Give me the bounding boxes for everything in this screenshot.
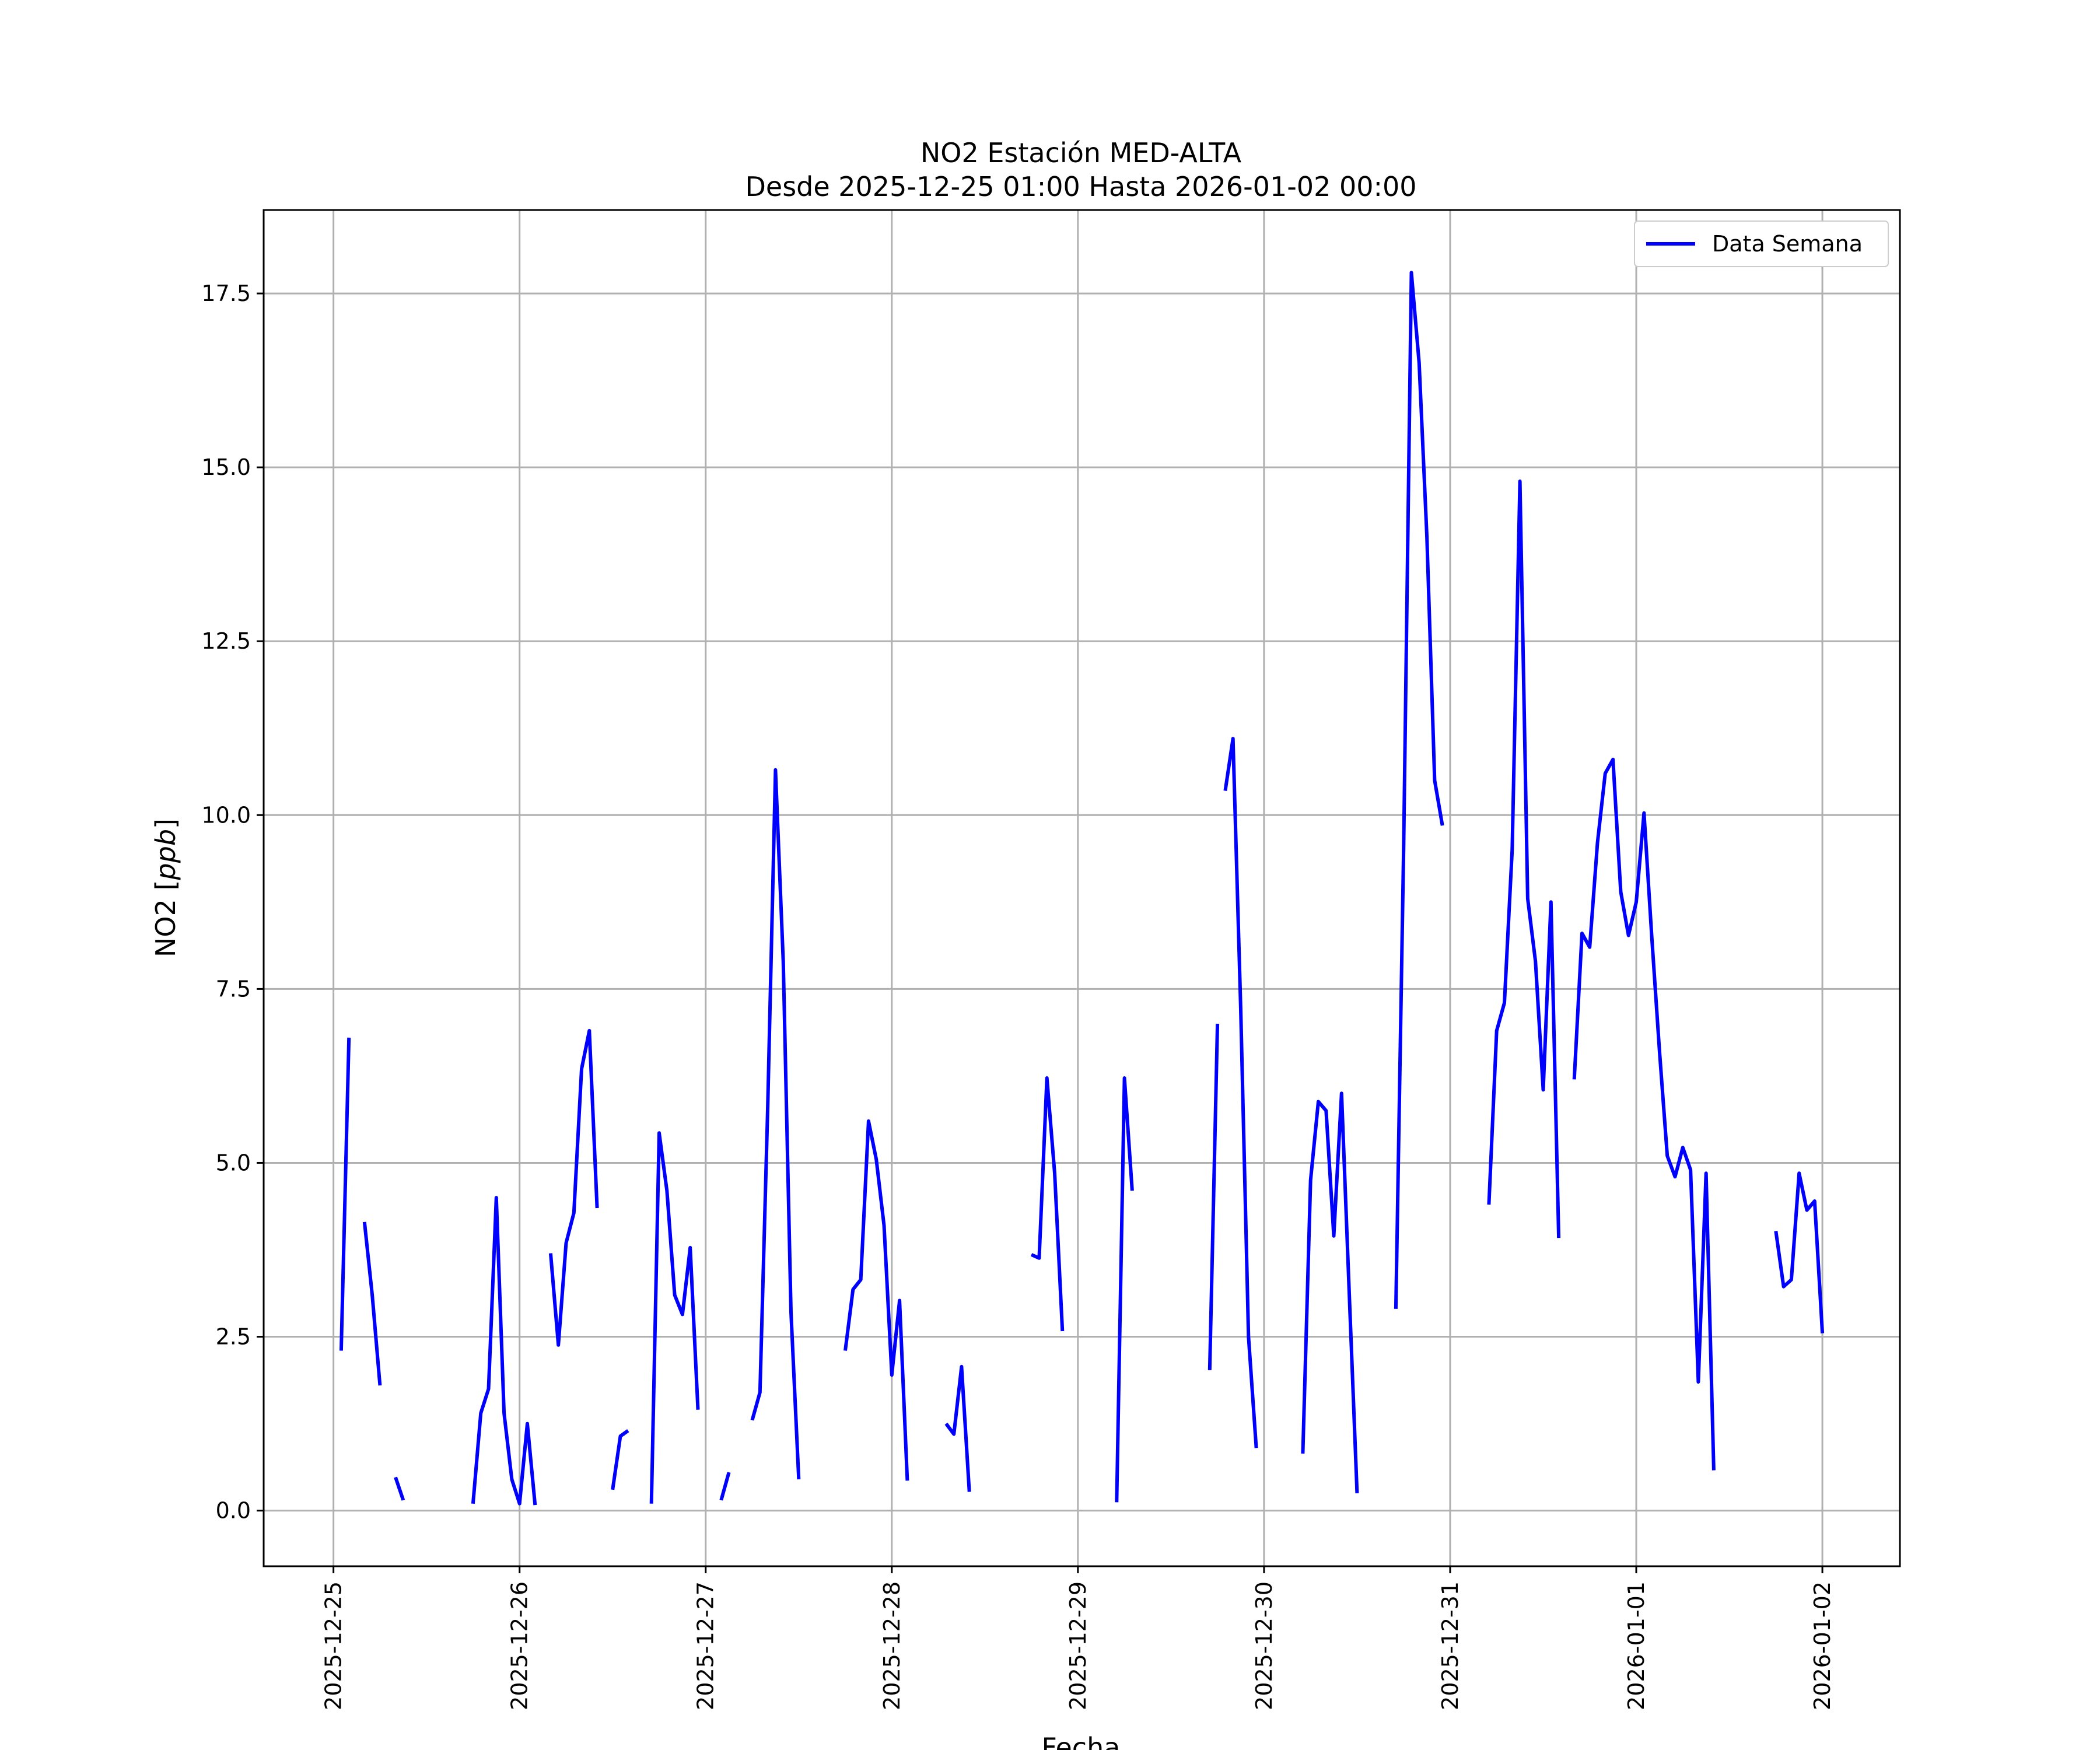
series-line-segment: [944, 1364, 971, 1492]
series-line-segment: [1774, 1171, 1825, 1334]
y-axis-label-unit: ppb: [150, 829, 181, 881]
y-tick-label: 10.0: [201, 802, 251, 828]
y-axis-label-prefix: NO2 [: [150, 880, 181, 957]
series-line-segment: [1223, 737, 1258, 1448]
series-line-segment: [1208, 1023, 1220, 1370]
series-line-segment: [1115, 1076, 1134, 1503]
chart-title: NO2 Estación MED-ALTA: [921, 137, 1242, 169]
series-line-segment: [548, 1028, 599, 1347]
legend-box: [1634, 220, 1889, 267]
x-tick-label: 2025-12-25: [321, 1581, 346, 1710]
series-line-segment: [750, 768, 801, 1480]
series-line-segment: [1301, 1091, 1359, 1493]
y-tick-label: 5.0: [216, 1150, 251, 1175]
legend: Data Semana: [1634, 220, 1889, 267]
x-tick-label: 2025-12-26: [507, 1581, 533, 1710]
x-tick-label: 2025-12-28: [879, 1581, 905, 1710]
y-tick-label: 15.0: [201, 454, 251, 480]
x-tick-label: 2026-01-01: [1623, 1581, 1649, 1710]
x-axis-label: Fecha: [1042, 1732, 1121, 1750]
series-line-segment: [471, 1196, 537, 1506]
x-tick-label: 2025-12-31: [1437, 1581, 1463, 1710]
series-line-segment: [844, 1119, 909, 1481]
x-tick-label: 2025-12-30: [1251, 1581, 1277, 1710]
y-tick-label: 0.0: [216, 1498, 251, 1524]
y-tick-label: 2.5: [216, 1324, 251, 1350]
series-data-semana: [339, 271, 1825, 1506]
x-tick-label: 2026-01-02: [1810, 1581, 1835, 1710]
y-axis-label-suffix: ]: [150, 818, 181, 829]
grid-lines: [264, 210, 1900, 1566]
series-line-segment: [1394, 271, 1444, 1309]
y-axis-label: NO2 [ppb]: [150, 818, 181, 957]
legend-label: Data Semana: [1712, 231, 1863, 257]
series-line-segment: [1487, 480, 1561, 1238]
plot-area: [264, 210, 1900, 1566]
x-tick-label: 2025-12-29: [1065, 1581, 1091, 1710]
y-tick-label: 12.5: [201, 628, 251, 654]
series-line-segment: [394, 1476, 405, 1501]
y-axis-ticks: 0.0 2.5 5.0 7.5 10.0 12.5 15.0 17.5: [201, 281, 264, 1524]
y-tick-label: 17.5: [201, 281, 251, 306]
y-tick-label: 7.5: [216, 976, 251, 1002]
series-line-segment: [611, 1429, 629, 1490]
series-line-segment: [1030, 1076, 1065, 1332]
x-axis-ticks: 2025-12-25 2025-12-26 2025-12-27 2025-12-28…: [321, 1566, 1835, 1710]
series-line-segment: [1572, 757, 1716, 1471]
series-line-segment: [339, 1037, 351, 1351]
x-tick-label: 2025-12-27: [693, 1581, 719, 1710]
series-line-segment: [649, 1131, 700, 1504]
plot-frame: [262, 209, 1901, 1567]
chart-subtitle: Desde 2025-12-25 01:00 Hasta 2026-01-02 …: [745, 171, 1416, 202]
series-line-segment: [719, 1472, 731, 1501]
series-line-segment: [362, 1222, 382, 1386]
